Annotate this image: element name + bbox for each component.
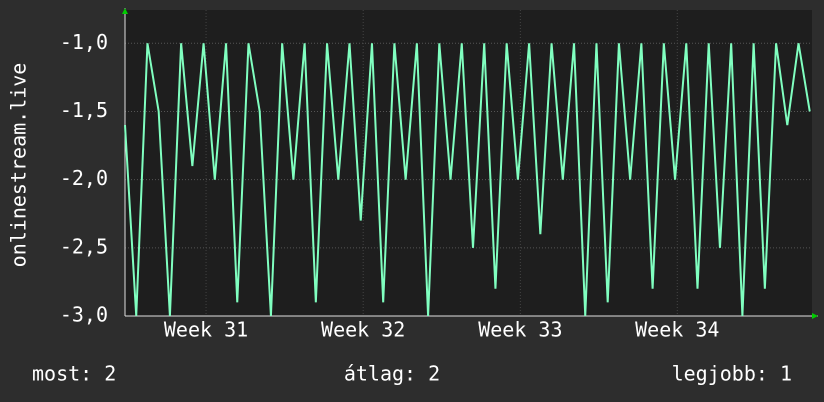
footer-best: legjobb: 1 xyxy=(672,362,792,386)
x-tick-label: Week 34 xyxy=(635,318,719,342)
x-tick-label: Week 32 xyxy=(321,318,405,342)
x-tick-label: Week 31 xyxy=(164,318,248,342)
y-tick-label: -3,0 xyxy=(60,303,108,327)
x-axis-arrow xyxy=(812,313,818,319)
line-series xyxy=(124,43,811,317)
footer-current: most: 2 xyxy=(32,362,116,386)
footer-average: átlag: 2 xyxy=(344,362,440,386)
y-tick-label: -2,5 xyxy=(60,234,108,258)
y-axis-label: onlinestream.live xyxy=(7,63,31,268)
y-tick-label: -1,5 xyxy=(60,98,108,122)
x-tick-label: Week 33 xyxy=(478,318,562,342)
y-axis-arrow xyxy=(122,8,128,14)
y-tick-label: -1,0 xyxy=(60,30,108,54)
y-tick-label: -2,0 xyxy=(60,166,108,190)
